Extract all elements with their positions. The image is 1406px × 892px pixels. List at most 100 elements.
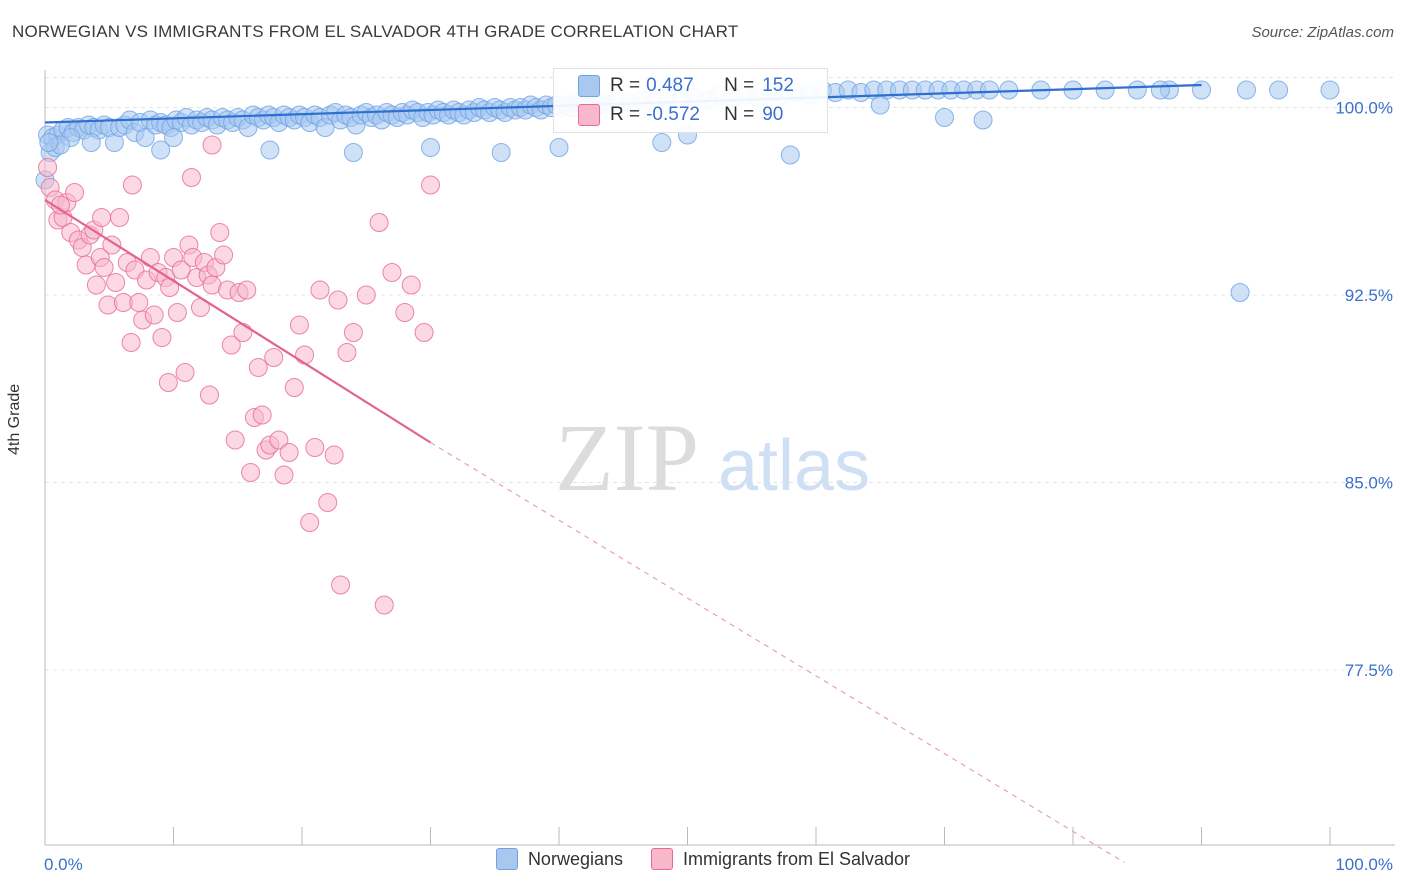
legend-swatch-norwegians bbox=[495, 848, 518, 870]
legend-label-norwegians: Norwegians bbox=[527, 848, 623, 869]
point-el-salvador bbox=[167, 303, 187, 322]
point-el-salvador bbox=[414, 323, 434, 342]
point-el-salvador bbox=[343, 323, 363, 342]
point-norwegians bbox=[780, 145, 800, 165]
point-el-salvador bbox=[129, 293, 149, 312]
point-el-salvador bbox=[310, 280, 330, 300]
legend-item-norwegians[interactable]: Norwegians bbox=[495, 848, 623, 870]
legend: Norwegians Immigrants from El Salvador bbox=[0, 848, 1406, 870]
point-el-salvador bbox=[252, 405, 272, 425]
point-el-salvador bbox=[318, 493, 338, 512]
watermark-zip: ZIP bbox=[555, 404, 699, 511]
point-el-salvador bbox=[171, 260, 191, 280]
source-credit: Source: ZipAtlas.com bbox=[1251, 24, 1394, 41]
point-el-salvador bbox=[237, 280, 257, 300]
y-tick-label: 92.5% bbox=[1345, 286, 1393, 305]
point-el-salvador bbox=[233, 323, 253, 342]
point-el-salvador bbox=[38, 158, 58, 177]
point-norwegians bbox=[870, 95, 890, 115]
stats-r-value: 0.487 bbox=[646, 75, 694, 96]
point-el-salvador bbox=[221, 335, 241, 355]
point-norwegians bbox=[1320, 80, 1340, 100]
point-el-salvador bbox=[210, 223, 230, 242]
point-el-salvador bbox=[94, 258, 114, 277]
point-norwegians bbox=[979, 80, 999, 100]
point-norwegians bbox=[1127, 80, 1147, 100]
point-el-salvador bbox=[202, 135, 222, 155]
point-norwegians bbox=[1095, 80, 1115, 100]
point-norwegians bbox=[343, 143, 363, 162]
point-norwegians bbox=[39, 133, 59, 152]
point-norwegians bbox=[1236, 80, 1256, 100]
point-el-salvador bbox=[274, 465, 294, 485]
point-el-salvador bbox=[86, 275, 106, 295]
legend-item-el-salvador[interactable]: Immigrants from El Salvador bbox=[650, 848, 911, 870]
point-el-salvador bbox=[181, 168, 201, 187]
stats-n-label: N = bbox=[724, 104, 755, 125]
chart-title: NORWEGIAN VS IMMIGRANTS FROM EL SALVADOR… bbox=[12, 22, 739, 41]
point-norwegians bbox=[935, 108, 954, 127]
point-el-salvador bbox=[421, 175, 440, 195]
x-tick-label: 0.0% bbox=[44, 855, 83, 874]
y-tick-label: 85.0% bbox=[1345, 474, 1393, 493]
point-el-salvador bbox=[337, 343, 357, 362]
point-el-salvador bbox=[106, 273, 126, 292]
point-el-salvador bbox=[279, 443, 299, 462]
point-norwegians bbox=[151, 140, 171, 160]
point-el-salvador bbox=[284, 378, 304, 397]
point-el-salvador bbox=[225, 430, 245, 450]
point-norwegians bbox=[81, 133, 101, 152]
point-norwegians bbox=[421, 138, 440, 157]
point-el-salvador bbox=[269, 430, 289, 450]
stats-r-label: R = bbox=[610, 104, 641, 125]
point-el-salvador bbox=[65, 183, 85, 202]
point-el-salvador bbox=[300, 513, 320, 532]
point-el-salvador bbox=[369, 213, 389, 232]
point-el-salvador bbox=[295, 345, 315, 365]
stats-r-value: -0.572 bbox=[646, 104, 700, 125]
y-tick-label: 77.5% bbox=[1345, 661, 1393, 680]
point-el-salvador bbox=[144, 305, 164, 325]
point-norwegians bbox=[260, 140, 280, 160]
point-norwegians bbox=[1192, 80, 1211, 100]
point-el-salvador bbox=[175, 363, 195, 382]
point-norwegians bbox=[1269, 80, 1289, 100]
point-norwegians bbox=[652, 133, 672, 152]
stats-r-label: R = bbox=[610, 75, 641, 96]
point-el-salvador bbox=[158, 373, 178, 392]
point-el-salvador bbox=[289, 315, 309, 335]
legend-label-el-salvador: Immigrants from El Salvador bbox=[682, 848, 911, 869]
point-norwegians bbox=[164, 128, 183, 147]
legend-swatch-el-salvador bbox=[650, 848, 673, 870]
stats-box: R = 0.487 N = 152 R = -0.572 N = 90 bbox=[553, 68, 828, 133]
stats-swatch-el-salvador bbox=[578, 104, 600, 126]
stats-row-norwegians: R = 0.487 N = 152 bbox=[554, 71, 794, 101]
point-el-salvador bbox=[214, 245, 234, 265]
point-norwegians bbox=[1150, 80, 1170, 100]
point-el-salvador bbox=[331, 575, 351, 595]
point-el-salvador bbox=[395, 303, 415, 322]
point-norwegians bbox=[973, 110, 993, 130]
point-el-salvador bbox=[241, 463, 261, 482]
point-el-salvador bbox=[328, 290, 348, 310]
point-el-salvador bbox=[382, 263, 402, 282]
stats-swatch-norwegians bbox=[578, 75, 600, 97]
x-tick-label: 100.0% bbox=[1335, 855, 1393, 874]
point-el-salvador bbox=[305, 438, 325, 457]
point-el-salvador bbox=[199, 385, 219, 405]
point-el-salvador bbox=[248, 358, 268, 377]
point-el-salvador bbox=[122, 175, 142, 195]
point-el-salvador bbox=[121, 333, 141, 352]
point-el-salvador bbox=[324, 445, 344, 465]
point-norwegians bbox=[135, 128, 155, 147]
point-el-salvador bbox=[356, 285, 376, 305]
stats-row-el-salvador: R = -0.572 N = 90 bbox=[554, 100, 783, 130]
point-norwegians bbox=[491, 143, 511, 162]
y-tick-label: 100.0% bbox=[1335, 99, 1393, 118]
watermark-atlas: atlas bbox=[718, 426, 870, 506]
stats-n-value: 152 bbox=[762, 75, 794, 96]
point-norwegians bbox=[1230, 283, 1250, 302]
point-el-salvador bbox=[401, 275, 421, 295]
stats-n-value: 90 bbox=[762, 104, 784, 125]
